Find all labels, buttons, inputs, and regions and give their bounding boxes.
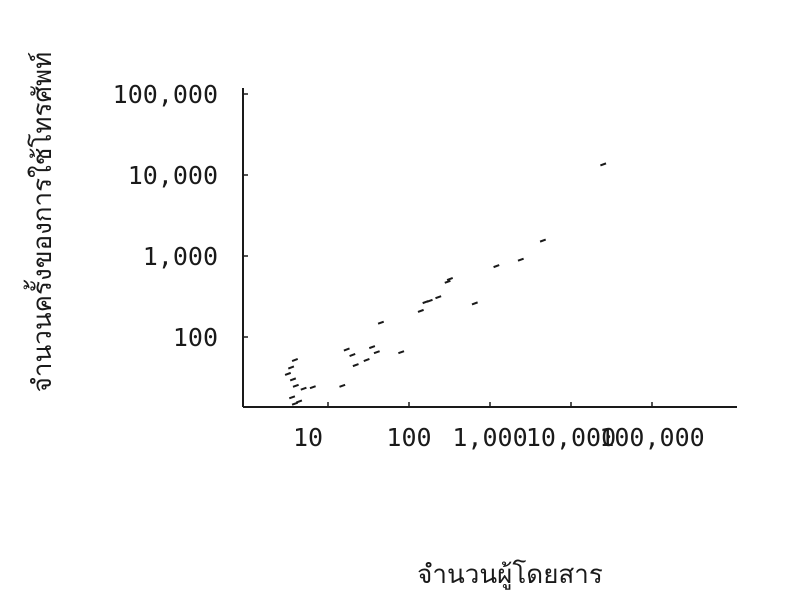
x-tick-label: 100,000 bbox=[599, 423, 704, 452]
data-point bbox=[377, 320, 385, 325]
data-point bbox=[600, 162, 607, 167]
data-point bbox=[493, 264, 500, 269]
data-point bbox=[343, 347, 350, 352]
data-point bbox=[288, 395, 296, 400]
data-point bbox=[309, 385, 316, 390]
y-axis-title: จำนวนครั้งของการใช้โทรศัพท์ bbox=[23, 52, 58, 393]
data-point bbox=[289, 377, 297, 382]
x-tick-label: 100 bbox=[386, 423, 431, 452]
data-point bbox=[300, 386, 307, 391]
y-tick-label: 1,000 bbox=[143, 242, 218, 271]
data-point bbox=[517, 257, 524, 262]
data-point bbox=[363, 358, 370, 362]
x-tick-label: 10,000 bbox=[526, 423, 616, 452]
x-tick-label: 10 bbox=[293, 423, 323, 452]
y-tick-label: 10,000 bbox=[128, 161, 218, 190]
data-point bbox=[284, 371, 292, 376]
x-tick-label: 1,000 bbox=[452, 423, 527, 452]
data-point bbox=[398, 350, 405, 355]
x-axis-title: จำนวนผู้โดยสาร bbox=[417, 559, 603, 590]
data-point bbox=[471, 301, 478, 306]
data-point bbox=[352, 363, 359, 368]
data-points bbox=[284, 162, 607, 406]
data-point bbox=[417, 308, 424, 313]
data-point bbox=[339, 383, 346, 388]
data-point bbox=[295, 399, 303, 404]
data-point bbox=[539, 238, 547, 243]
data-point bbox=[291, 358, 299, 362]
y-axis-ticks: 100 1,000 10,000 100,000 bbox=[113, 80, 248, 352]
data-point bbox=[435, 295, 442, 300]
data-point bbox=[349, 353, 356, 357]
data-point bbox=[444, 279, 451, 284]
y-tick-label: 100 bbox=[173, 323, 218, 352]
data-point bbox=[373, 350, 380, 355]
data-point bbox=[426, 298, 433, 303]
axes bbox=[242, 88, 737, 408]
data-point bbox=[292, 383, 299, 388]
data-point bbox=[368, 345, 376, 350]
y-tick-label: 100,000 bbox=[113, 80, 218, 109]
data-point bbox=[446, 277, 454, 281]
data-point bbox=[287, 365, 295, 370]
